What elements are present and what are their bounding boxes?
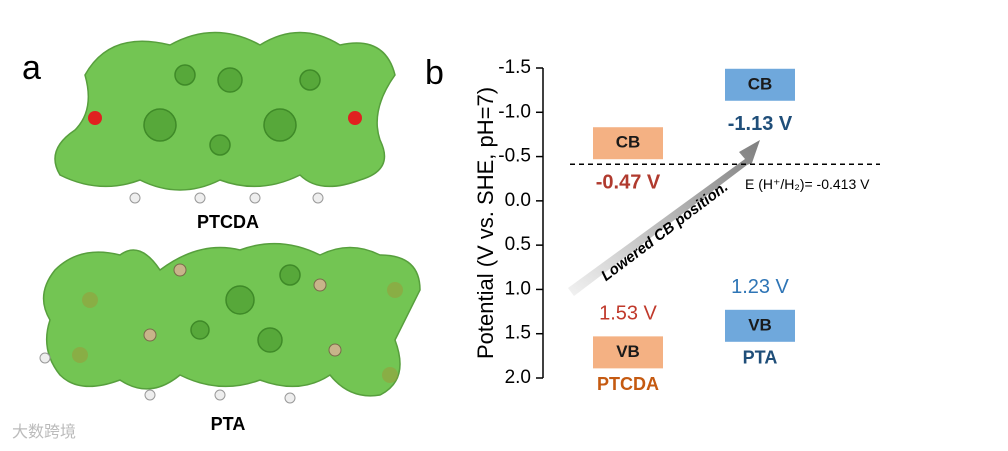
level-box: [725, 68, 795, 101]
level-label: CB: [748, 74, 773, 93]
legend-label: PTA: [743, 348, 778, 368]
panel-label: a: [22, 49, 41, 87]
watermark: 大数跨境: [12, 422, 76, 441]
y-tick-label: -0.5: [498, 146, 531, 167]
panel-label: b: [425, 54, 444, 92]
value-label: 1.53 V: [599, 303, 657, 325]
pta-orbital: [39, 242, 421, 404]
legend-label: PTCDA: [597, 374, 659, 394]
annotation: Lowered CB position.: [598, 178, 731, 284]
value-label: -1.13 V: [728, 113, 793, 135]
level-box: [593, 336, 663, 369]
level-box: [725, 309, 795, 342]
reference-label: E (H⁺/H₂)= -0.413 V: [745, 176, 870, 192]
level-label: VB: [616, 342, 640, 361]
value-label: -0.47 V: [596, 172, 661, 194]
level-box: [593, 127, 663, 160]
level-label: CB: [616, 133, 641, 152]
y-tick-label: 0.0: [505, 190, 531, 211]
y-tick-label: 1.0: [505, 278, 531, 299]
level-label: VB: [748, 315, 772, 334]
y-tick-label: 2.0: [505, 367, 531, 388]
arrow: [568, 140, 760, 296]
value-label: 1.23 V: [731, 276, 789, 298]
y-tick-label: 1.5: [505, 323, 531, 344]
y-tick-label: 0.5: [505, 234, 531, 255]
y-axis-title: Potential (V vs. SHE, pH=7): [473, 87, 498, 359]
y-tick-label: -1.5: [498, 57, 531, 78]
molecule-label: PTCDA: [197, 212, 259, 232]
molecule-label: PTA: [211, 414, 246, 434]
y-tick-label: -1.0: [498, 101, 531, 122]
ptcda-orbital: [54, 31, 396, 204]
